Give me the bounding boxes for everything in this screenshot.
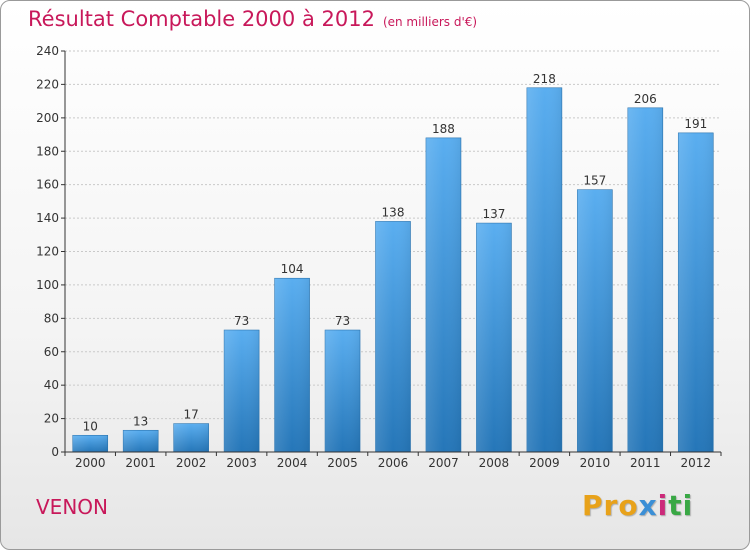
logo-part-1: Pro [582,489,639,522]
bar-shine [274,278,310,452]
value-label: 104 [281,262,304,276]
proxiti-logo: Proxiti [582,489,693,522]
logo-part-4: ti [668,489,694,522]
x-tick-label: 2001 [125,456,156,470]
bar-shine [173,423,209,452]
y-tick-label: 0 [51,445,59,459]
chart-title-text: Résultat Comptable 2000 à 2012 [28,7,375,31]
bar-shine [476,223,512,452]
bar-shine [224,330,260,452]
y-tick-label: 180 [36,144,59,158]
value-label: 218 [533,72,556,86]
x-tick-label: 2003 [226,456,257,470]
y-tick-label: 140 [36,211,59,225]
y-tick-label: 20 [44,412,59,426]
y-tick-label: 120 [36,245,59,259]
y-tick-label: 200 [36,111,59,125]
logo-part-3: i [657,489,669,522]
value-label: 191 [684,117,707,131]
bar-shine [627,107,663,452]
x-tick-label: 2006 [378,456,409,470]
x-tick-label: 2004 [277,456,308,470]
value-label: 206 [634,92,657,106]
x-tick-label: 2009 [529,456,560,470]
y-tick-label: 160 [36,178,59,192]
y-tick-label: 40 [44,378,59,392]
x-tick-label: 2011 [630,456,661,470]
y-tick-label: 80 [44,311,59,325]
value-label: 188 [432,122,455,136]
bar-shine [577,189,613,452]
y-tick-label: 60 [44,345,59,359]
x-tick-label: 2000 [75,456,106,470]
x-tick-label: 2005 [327,456,358,470]
bar-shine [425,137,461,452]
bar-shine [375,221,411,452]
commune-name: VENON [36,495,108,519]
value-label: 73 [234,314,249,328]
x-tick-label: 2012 [680,456,711,470]
x-tick-label: 2008 [479,456,510,470]
logo-part-2: x [638,489,658,522]
x-tick-label: 2007 [428,456,459,470]
bar-shine [72,435,108,452]
value-label: 10 [83,419,98,433]
value-label: 137 [482,207,505,221]
value-label: 138 [382,205,405,219]
bar-shine [678,132,714,452]
bar-shine [123,430,159,452]
y-tick-label: 220 [36,77,59,91]
x-tick-label: 2010 [580,456,611,470]
y-tick-label: 100 [36,278,59,292]
value-label: 17 [184,408,199,422]
chart-title: Résultat Comptable 2000 à 2012 (en millie… [28,7,477,31]
y-tick-label: 240 [36,44,59,58]
chart-unit: (en milliers d'€) [382,15,478,29]
axis-layer: 0 20 40 60 80 100 120 140 160 180 200 220 240 2000 200… [36,44,722,470]
value-label: 157 [583,174,606,188]
bar-layer: 10 13 17 73 104 73 138 188 137 218 157 206 191 [72,72,714,453]
value-label: 13 [133,414,148,428]
value-label: 73 [335,314,350,328]
bar-shine [526,87,562,452]
x-tick-label: 2002 [176,456,207,470]
bar-shine [325,330,361,452]
